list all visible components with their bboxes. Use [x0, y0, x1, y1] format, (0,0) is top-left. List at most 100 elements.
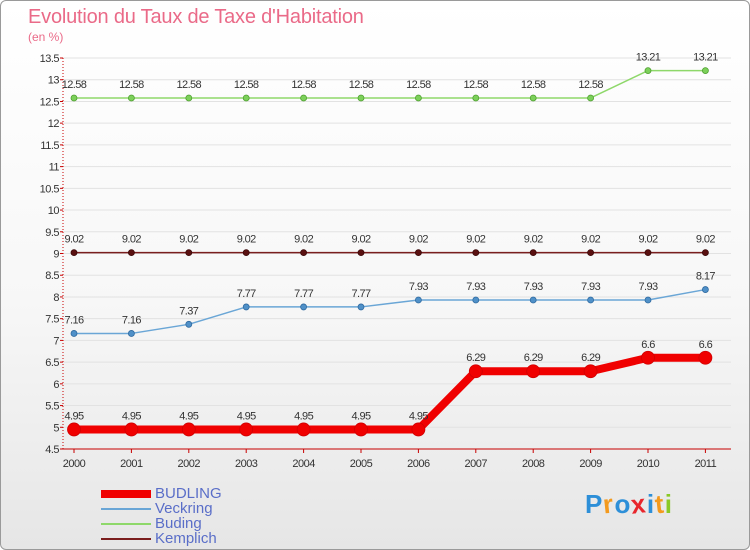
data-point-veckring — [242, 303, 250, 311]
data-point-kemplich — [587, 249, 594, 257]
legend-label: Buding — [155, 515, 202, 532]
data-label-budling: 4.95 — [294, 410, 313, 422]
data-label-veckring: 7.93 — [524, 281, 543, 293]
data-point-kemplich — [242, 249, 250, 257]
y-tick-label: 7 — [53, 335, 59, 347]
data-point-budling — [181, 422, 196, 437]
chart-subtitle: (en %) — [28, 30, 64, 44]
data-label-budling: 4.95 — [179, 410, 198, 422]
data-point-buding — [529, 94, 537, 102]
data-label-kemplich: 9.02 — [294, 234, 313, 246]
data-point-kemplich — [185, 249, 193, 257]
legend-item-buding: Buding — [101, 515, 301, 532]
data-label-veckring: 7.93 — [466, 281, 485, 293]
data-point-veckring — [70, 330, 78, 337]
data-label-budling: 4.95 — [351, 410, 370, 422]
data-label-buding: 12.58 — [578, 79, 603, 91]
data-label-kemplich: 9.02 — [237, 234, 256, 246]
y-tick-label: 10 — [48, 205, 60, 217]
series-line-budling — [74, 353, 706, 434]
series-line-veckring — [74, 288, 706, 335]
legend-swatch — [101, 490, 151, 498]
data-point-veckring — [587, 296, 594, 304]
legend-item-budling: BUDLING — [101, 485, 301, 502]
x-tick-label: 2004 — [292, 458, 315, 470]
y-tick-label: 5.5 — [45, 401, 59, 413]
x-tick-label: 2003 — [235, 458, 258, 470]
chart-title: Evolution du Taux de Taxe d'Habitation — [28, 6, 364, 28]
y-tick-label: 9.5 — [45, 227, 59, 239]
x-tick-label: 2010 — [637, 458, 660, 470]
y-tick-label: 12 — [48, 118, 60, 130]
data-label-kemplich: 9.02 — [64, 234, 83, 246]
x-tick-label: 2009 — [579, 458, 602, 470]
data-label-buding: 13.21 — [636, 52, 661, 64]
data-label-buding: 12.58 — [464, 79, 489, 91]
data-point-budling — [67, 422, 81, 437]
data-point-buding — [185, 94, 193, 102]
data-point-veckring — [702, 286, 709, 293]
data-point-buding — [644, 67, 652, 74]
data-label-buding: 12.58 — [406, 79, 431, 91]
y-tick-label: 9 — [53, 249, 59, 261]
data-label-budling: 4.95 — [122, 410, 141, 422]
data-point-buding — [702, 67, 709, 74]
logo-letter: i — [646, 489, 656, 519]
data-label-budling: 4.95 — [64, 410, 83, 422]
legend-label: Veckring — [155, 500, 213, 517]
data-label-buding: 12.58 — [62, 79, 87, 91]
series-line-buding — [74, 69, 706, 99]
data-label-budling: 6.29 — [581, 352, 600, 364]
data-point-budling — [468, 364, 483, 379]
data-point-buding — [300, 94, 308, 102]
legend-item-kemplich: Kemplich — [101, 530, 301, 547]
data-point-veckring — [472, 296, 480, 304]
data-label-kemplich: 9.02 — [351, 234, 370, 246]
data-label-kemplich: 9.02 — [122, 234, 141, 246]
x-tick-label: 2011 — [695, 458, 717, 470]
data-point-buding — [357, 94, 365, 102]
data-point-budling — [583, 364, 598, 379]
data-label-veckring: 7.93 — [409, 281, 428, 293]
data-point-veckring — [357, 303, 365, 311]
data-point-buding — [587, 94, 594, 102]
y-tick-label: 4.5 — [45, 444, 59, 456]
data-point-veckring — [300, 303, 308, 311]
x-tick-label: 2005 — [350, 458, 373, 470]
data-label-veckring: 7.16 — [122, 314, 141, 326]
data-label-kemplich: 9.02 — [179, 234, 198, 246]
data-point-veckring — [529, 296, 537, 304]
x-tick-label: 2002 — [178, 458, 201, 470]
logo-letter: x — [629, 488, 649, 520]
y-tick-label: 11.5 — [40, 140, 59, 152]
data-label-budling: 4.95 — [409, 410, 428, 422]
data-label-buding: 12.58 — [349, 79, 374, 91]
logo-letter: o — [614, 489, 632, 519]
data-point-budling — [296, 422, 311, 437]
x-tick-label: 2000 — [63, 458, 86, 470]
data-label-kemplich: 9.02 — [696, 234, 715, 246]
y-tick-label: 8.5 — [45, 270, 59, 282]
data-point-budling — [698, 350, 713, 365]
data-label-veckring: 7.77 — [294, 288, 313, 300]
data-point-budling — [239, 422, 254, 437]
proxiti-logo: Proxiti — [585, 488, 673, 520]
x-tick-label: 2001 — [120, 458, 143, 470]
data-point-veckring — [414, 296, 422, 304]
data-point-budling — [354, 422, 368, 437]
data-point-veckring — [185, 320, 193, 328]
data-label-buding: 12.58 — [119, 79, 144, 91]
data-label-veckring: 7.16 — [64, 314, 83, 326]
data-point-buding — [242, 94, 250, 102]
logo-letter: P — [585, 489, 604, 519]
data-point-buding — [472, 94, 480, 102]
data-label-buding: 12.58 — [521, 79, 546, 91]
data-point-veckring — [127, 330, 135, 337]
x-tick-label: 2007 — [465, 458, 488, 470]
data-label-budling: 4.95 — [237, 410, 256, 422]
legend-swatch — [101, 523, 151, 525]
data-label-veckring: 7.77 — [237, 288, 256, 300]
data-label-veckring: 7.77 — [351, 288, 370, 300]
